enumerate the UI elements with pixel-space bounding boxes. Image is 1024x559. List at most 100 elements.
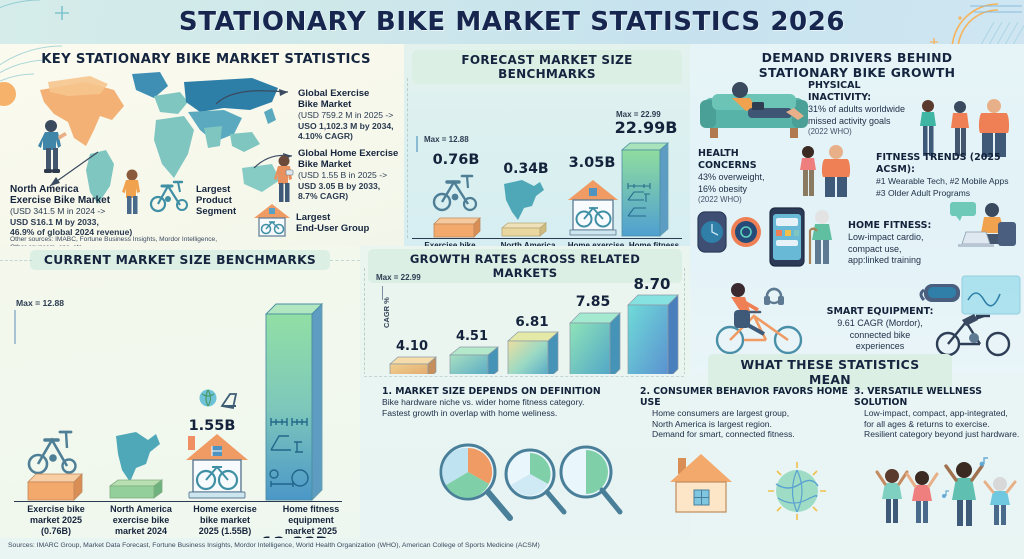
cur-cat3-l1: equipment (288, 515, 334, 525)
forecast-cat1-l0: North America (486, 241, 570, 251)
forecast-bar-2-home-exercise-bike (568, 180, 618, 236)
callout-ghb-line1: (USD 1.55 B in 2025 -> (298, 170, 388, 180)
meaning-top-rule (364, 376, 684, 377)
growth-divider-left (364, 268, 365, 410)
exercise-bike-icon (149, 180, 188, 213)
people-celebrating-icon (875, 457, 1017, 526)
dd4-body2: connected bike (849, 329, 911, 340)
people-group-icon (920, 99, 1010, 157)
demand-driver-4: SMART EQUIPMENT: 9.61 CAGR (Mordor), con… (822, 306, 938, 353)
cur-cat2-l0: Home exercise (193, 504, 257, 514)
chip-rule-left (0, 260, 32, 261)
meaning1-line1: Fastest growth in overlap with home weli… (382, 407, 558, 418)
callout-ghb-title2: Bike Market (298, 159, 352, 170)
callout-geb-line3: 4.10% CAGR) (298, 131, 353, 141)
section-title-demand-line1: DEMAND DRIVERS BEHIND (761, 50, 953, 65)
dd0-body2: missed activity goals (808, 115, 891, 126)
current-baseline (14, 501, 342, 503)
callout-geb-line2: USO 1,102.3 M by 2034, (298, 120, 394, 131)
globe-treadmill-icon (199, 389, 238, 410)
growth-y-axis-label: CAGR % (382, 297, 391, 328)
current-category-2: Home exercise bike market 2025 (1.55B) (180, 504, 270, 537)
arrow-north-america (49, 151, 99, 187)
growth-axis-tick (382, 286, 384, 300)
meaning3-head: 3. VERSATILE WELLNESS SOLUTION (854, 386, 982, 408)
cur-cat2-l1: bike market (199, 515, 251, 525)
dd0-head: PHYSICAL INACTIVITY: (808, 80, 872, 103)
cur-cat0-l1: market 2025 (29, 515, 83, 525)
growth-value-4: 8.70 (633, 275, 671, 293)
callout-na-title2: Exercise Bike Market (10, 195, 111, 206)
meaning2-line2: Demand for smart, connected fitness. (652, 429, 795, 440)
lps-line2: Product (196, 195, 232, 206)
growth-value-3: 7.85 (575, 294, 611, 310)
cur-cat2-l2: 2025 (1.55B) (198, 526, 252, 536)
demand-drivers-panel: DEMAND DRIVERS BEHIND STATIONARY BIKE GR… (690, 44, 1024, 374)
meaning-block-2: 2. CONSUMER BEHAVIOR FAVORS HOME USE Hom… (640, 386, 854, 440)
forecast-baseline (412, 238, 682, 240)
demand-driver-3: HOME FITNESS: Low-impact cardio, compact… (848, 220, 954, 267)
callout-na-line1: (USD 341.5 M in 2024 -> (10, 206, 106, 216)
callout-na-line2: USD S16.1 M by 2033, (10, 216, 99, 227)
dd1-note: (2022 WHO) (698, 195, 742, 204)
callout-geb-title: Global Exercise (298, 88, 370, 99)
current-bar-1-north-america (108, 432, 164, 499)
callout-global-exercise-bike: Global Exercise Bike Market (USD 759.2 M… (298, 88, 402, 142)
page-title: STATIONARY BIKE MARKET STATISTICS 2026 (178, 7, 846, 37)
meaning2-line1: North America is largest region. (652, 418, 772, 429)
footer-bar: Sources: IMARC Group, Market Data Foreca… (0, 538, 1024, 559)
label-largest-product-segment: Largest Product Segment (196, 184, 236, 217)
home-with-bike-icon (254, 204, 290, 237)
forecast-axis-tick (416, 136, 418, 152)
section-title-demand-line2: STATIONARY BIKE GROWTH (758, 65, 956, 80)
forecast-value-1: 0.34B (503, 161, 549, 177)
callout-na-title: North America (10, 184, 79, 195)
dd2-body1: #1 Wearable Tech, #2 Mobile Apps (876, 176, 1009, 186)
current-axis-tick (14, 310, 16, 344)
demand-driver-0: PHYSICAL INACTIVITY: 31% of adults world… (808, 80, 920, 137)
dd2-head: FITNESS TRENDS (2025 ACSM): (876, 152, 1001, 175)
meaning2-head: 2. CONSUMER BEHAVIOR FAVORS HOME USE (640, 386, 848, 408)
dd4-body1: 9.61 CAGR (Mordor), (837, 318, 923, 328)
person-pointing-icon (38, 120, 67, 173)
section-title-meaning: WHAT THESE STATISTICS MEAN (708, 354, 952, 390)
person-woman-tablet-icon (274, 155, 294, 202)
dd0-note: (2022 WHO) (808, 127, 852, 136)
person-woman-standing-icon (122, 169, 140, 214)
growth-bar-3 (569, 312, 621, 380)
section-title-current: CURRENT MARKET SIZE BENCHMARKS (30, 250, 330, 270)
growth-bar-2 (507, 331, 559, 380)
section-title-growth: GROWTH RATES ACROSS RELATED MARKETS (368, 249, 682, 283)
dd3-head: HOME FITNESS: (848, 220, 932, 231)
growth-value-0: 4.10 (395, 339, 429, 354)
growth-max-label: Max = 22.99 (376, 273, 421, 282)
dd3-body2: compact use, (848, 243, 902, 254)
footer-sources: Sources: IMARC Group, Market Data Foreca… (8, 542, 540, 549)
key-statistics-panel: KEY STATIONARY BIKE MARKET STATISTICS (0, 44, 404, 251)
meaning1-head: 1. MARKET SIZE DEPENDS ON DEFINITION (382, 386, 601, 397)
dd3-body1: Low-impact cardio, (848, 232, 924, 242)
meaning3-line0: Low-impact, compact, app-integrated, (864, 408, 1008, 418)
current-category-0: Exercise bike market 2025 (0.76B) (12, 504, 100, 537)
cur-cat1-l2: market 2024 (114, 526, 168, 536)
dd1-body1: 43% overweight, (698, 172, 765, 182)
forecast-value-3: 22.99B (614, 118, 678, 137)
callout-geb-line1: (USD 759.2 M in 2025 -> (298, 110, 394, 120)
current-bar-0-exercise-bike (27, 430, 83, 501)
meaning2-line0: Home consumers are largest group, (652, 408, 790, 418)
section-title-forecast: FORECAST MARKET SIZE BENCHMARKS (412, 50, 682, 84)
current-max-label: Max = 12.88 (16, 298, 65, 308)
globe-icon (768, 462, 826, 520)
meaning1-line0: Bike hardware niche vs. wider home fitne… (382, 397, 585, 407)
growth-bar-4 (627, 294, 679, 380)
chip-rule-right (330, 260, 360, 261)
leug-line2: End-User Group (296, 223, 370, 234)
callout-geb-title2: Bike Market (298, 99, 352, 110)
forecast-cat0-l0: Exercise bike (408, 241, 492, 251)
vr-smart-bike-icon (919, 275, 1021, 357)
forecast-value-0: 0.76B (432, 152, 480, 168)
cyclist-with-headphones-icon (715, 283, 803, 355)
forecast-cat2-l0: Home exercise (554, 241, 638, 251)
dd3-body3: app:linked training (848, 255, 922, 265)
